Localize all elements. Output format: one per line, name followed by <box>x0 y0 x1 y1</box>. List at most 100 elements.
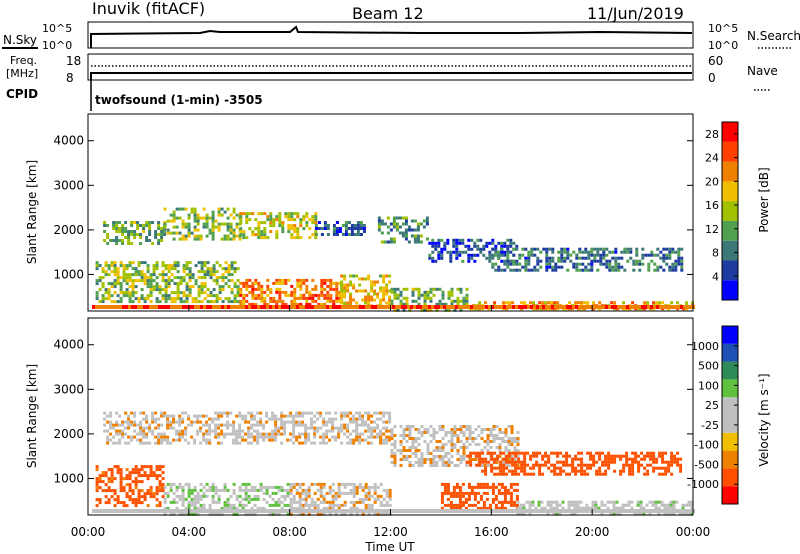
heatmap-cell <box>599 256 603 260</box>
heatmap-cell <box>121 239 125 242</box>
heatmap-cell <box>122 504 126 508</box>
heatmap-cell <box>565 463 569 467</box>
heatmap-cell <box>551 250 555 254</box>
heatmap-cell <box>680 259 684 263</box>
heatmap-cell <box>145 441 149 445</box>
heatmap-cell <box>512 305 515 309</box>
heatmap-cell <box>423 431 427 434</box>
heatmap-cell <box>245 236 249 240</box>
heatmap-cell <box>568 463 572 467</box>
heatmap-cell <box>426 296 430 300</box>
heatmap-cell <box>365 509 368 513</box>
heatmap-cell <box>254 233 258 237</box>
heatmap-cell <box>670 301 674 305</box>
heatmap-cell <box>461 241 465 245</box>
heatmap-cell <box>293 218 297 222</box>
heatmap-cell <box>484 457 488 461</box>
heatmap-cell <box>440 506 444 510</box>
heatmap-cell <box>146 489 150 493</box>
heatmap-cell <box>509 494 513 498</box>
heatmap-cell <box>238 411 242 415</box>
heatmap-cell <box>172 225 176 229</box>
heatmap-cell <box>334 494 338 498</box>
heatmap-cell <box>146 267 150 271</box>
heatmap-cell <box>607 466 611 470</box>
heatmap-cell <box>208 503 212 507</box>
heatmap-cell <box>335 299 339 303</box>
heatmap-cell <box>131 489 135 493</box>
heatmap-cell <box>411 446 415 449</box>
heatmap-cell <box>385 441 389 445</box>
heatmap-cell <box>301 441 305 445</box>
heatmap-cell <box>140 261 144 265</box>
heatmap-cell <box>199 426 203 430</box>
heatmap-cell <box>382 512 386 516</box>
heatmap-cell <box>352 438 356 442</box>
heatmap-cell <box>130 423 134 427</box>
heatmap-cell <box>212 264 216 268</box>
heatmap-cell <box>160 432 164 436</box>
heatmap-cell <box>553 301 557 305</box>
heatmap-cell <box>503 506 507 510</box>
heatmap-cell <box>266 215 270 219</box>
heatmap-cell <box>203 285 207 289</box>
heatmap-cell <box>641 262 645 266</box>
heatmap-cell <box>389 237 393 241</box>
heatmap-cell <box>441 296 445 300</box>
heatmap-cell <box>524 265 528 269</box>
heatmap-cell <box>662 253 666 257</box>
heatmap-cell <box>119 282 123 286</box>
heatmap-cell <box>367 435 371 439</box>
heatmap-cell <box>232 441 236 445</box>
heatmap-cell <box>476 244 480 248</box>
heatmap-cell <box>181 417 185 421</box>
heatmap-cell <box>305 224 309 228</box>
heatmap-cell <box>304 411 308 415</box>
heatmap-cell <box>245 509 248 513</box>
heatmap-cell <box>101 300 105 304</box>
heatmap-cell <box>385 301 389 305</box>
heatmap-cell <box>314 236 318 240</box>
heatmap-cell <box>499 451 503 455</box>
heatmap-cell <box>295 435 299 439</box>
heatmap-cell <box>358 277 362 281</box>
heatmap-cell <box>118 227 122 230</box>
heatmap-cell <box>520 301 524 305</box>
heatmap-cell <box>641 305 644 309</box>
heatmap-cell <box>407 509 410 513</box>
heatmap-cell <box>653 305 656 309</box>
heatmap-cell <box>511 469 515 473</box>
heatmap-cell <box>458 253 462 257</box>
colorbar-tick-label: 25 <box>705 399 719 412</box>
heatmap-cell <box>536 268 540 272</box>
heatmap-cell <box>251 281 255 285</box>
heatmap-cell <box>414 452 418 455</box>
heatmap-cell <box>459 308 463 312</box>
heatmap-cell <box>631 469 635 473</box>
heatmap-cell <box>263 236 267 240</box>
colorbar-tick-label: 4 <box>712 270 719 283</box>
heatmap-cell <box>468 431 472 434</box>
heatmap-cell <box>404 234 408 238</box>
heatmap-cell <box>497 491 501 495</box>
heatmap-cell <box>200 261 204 265</box>
heatmap-cell <box>432 428 436 431</box>
heatmap-cell <box>326 299 330 303</box>
heatmap-cell <box>331 482 335 486</box>
heatmap-cell <box>209 294 213 298</box>
heatmap-cell <box>582 506 586 510</box>
heatmap-cell <box>224 270 228 274</box>
heatmap-cell <box>95 267 99 271</box>
heatmap-cell <box>107 480 111 484</box>
heatmap-cell <box>590 247 594 251</box>
heatmap-cell <box>176 276 180 280</box>
heatmap-cell <box>516 431 520 434</box>
heatmap-cell <box>680 509 683 513</box>
heatmap-cell <box>274 503 278 507</box>
heatmap-cell <box>470 305 473 309</box>
heatmap-cell <box>292 485 296 489</box>
heatmap-cell <box>278 290 282 294</box>
heatmap-cell <box>122 276 126 280</box>
heatmap-cell <box>206 300 210 304</box>
heatmap-cell <box>283 426 287 430</box>
